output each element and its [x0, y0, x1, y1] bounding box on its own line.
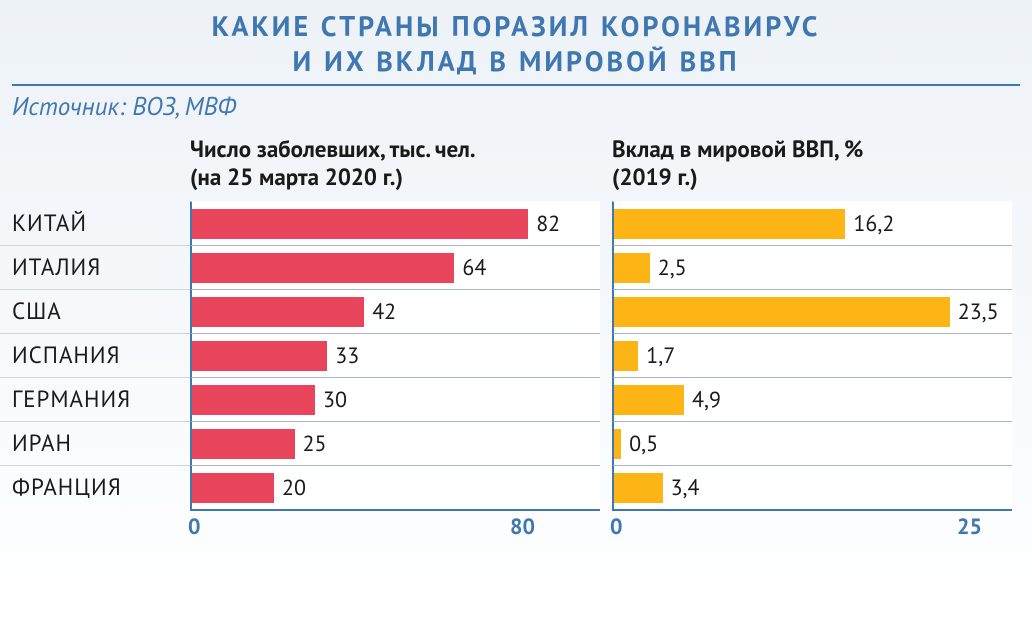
table-row: ГЕРМАНИЯ 30 4,9 [0, 377, 1032, 421]
col1-bar-cell: 20 [190, 465, 600, 509]
col1-bar-cell: 25 [190, 421, 600, 465]
gdp-bar [614, 341, 638, 371]
gdp-bar [614, 253, 650, 283]
col2-bar-cell: 16,2 [612, 201, 1012, 245]
row-spacer [600, 333, 612, 377]
cases-value: 20 [282, 474, 306, 502]
table-row: США 42 23,5 [0, 289, 1032, 333]
col2-bar-cell: 3,4 [612, 465, 1012, 509]
table-row: ИСПАНИЯ 33 1,7 [0, 333, 1032, 377]
row-spacer [600, 201, 612, 245]
header-spacer [600, 136, 612, 191]
gdp-value: 2,5 [658, 254, 687, 282]
col1-bar-cell: 82 [190, 201, 600, 245]
col2-header-line2: (2019 г.) [612, 163, 698, 192]
country-label: ГЕРМАНИЯ [0, 377, 190, 421]
col1-header-line1: Число заболевших, тыс. чел. [190, 135, 475, 164]
country-label: ИТАЛИЯ [0, 245, 190, 289]
col2-bar-cell: 1,7 [612, 333, 1012, 377]
axis-tick-label: 25 [957, 513, 982, 541]
row-spacer [600, 421, 612, 465]
col2-header: Вклад в мировой ВВП, % (2019 г.) [612, 136, 1012, 191]
cases-value: 25 [303, 430, 327, 458]
row-spacer [600, 245, 612, 289]
title-line-1: КАКИЕ СТРАНЫ ПОРАЗИЛ КОРОНАВИРУС [212, 7, 821, 44]
axis-tick-label: 0 [188, 513, 200, 541]
country-label: ИРАН [0, 421, 190, 465]
row-spacer [600, 465, 612, 509]
col1-bar-cell: 64 [190, 245, 600, 289]
col2-header-line1: Вклад в мировой ВВП, % [612, 135, 863, 164]
country-label: ИСПАНИЯ [0, 333, 190, 377]
col2-bar-cell: 2,5 [612, 245, 1012, 289]
col1-bar-cell: 42 [190, 289, 600, 333]
gdp-bar [614, 473, 663, 503]
gdp-value: 3,4 [671, 474, 700, 502]
table-row: КИТАЙ 82 16,2 [0, 201, 1032, 245]
gdp-value: 1,7 [646, 342, 675, 370]
axis-tick-label: 80 [510, 513, 535, 541]
col2-bar-cell: 4,9 [612, 377, 1012, 421]
axis-tick-label: 0 [610, 513, 622, 541]
country-label: КИТАЙ [0, 201, 190, 245]
title-line-2: И ИХ ВКЛАД В МИРОВОЙ ВВП [292, 42, 739, 79]
gdp-value: 4,9 [692, 386, 721, 414]
col1-header: Число заболевших, тыс. чел. (на 25 марта… [190, 136, 600, 191]
cases-bar [192, 209, 528, 239]
cases-bar [192, 341, 327, 371]
gdp-bar [614, 297, 950, 327]
col2-bar-cell: 23,5 [612, 289, 1012, 333]
row-spacer [600, 289, 612, 333]
cases-value: 30 [323, 386, 347, 414]
cases-bar [192, 385, 315, 415]
row-spacer [600, 377, 612, 421]
cases-value: 42 [372, 298, 396, 326]
axis-label-spacer [0, 509, 190, 539]
table-row: ИРАН 25 0,5 [0, 421, 1032, 465]
gdp-value: 23,5 [958, 298, 999, 326]
chart-rows: КИТАЙ 82 16,2 ИТАЛИЯ 64 2,5 США 42 23,5 ИСПАНИЯ 33… [0, 201, 1032, 509]
col2-axis: 0 25 [612, 509, 1012, 539]
col1-bar-cell: 33 [190, 333, 600, 377]
axis-row: 0 80 0 25 [0, 509, 1032, 539]
column-headers: Число заболевших, тыс. чел. (на 25 марта… [0, 136, 1032, 191]
source-text: Источник: ВОЗ, МВФ [12, 90, 1020, 122]
country-label: США [0, 289, 190, 333]
title-rule [12, 84, 1020, 86]
table-row: ИТАЛИЯ 64 2,5 [0, 245, 1032, 289]
gdp-value: 0,5 [629, 430, 658, 458]
cases-bar [192, 253, 454, 283]
cases-value: 33 [335, 342, 359, 370]
cases-value: 82 [536, 210, 560, 238]
country-label: ФРАНЦИЯ [0, 465, 190, 509]
cases-bar [192, 429, 295, 459]
table-row: ФРАНЦИЯ 20 3,4 [0, 465, 1032, 509]
cases-value: 64 [462, 254, 486, 282]
gdp-bar [614, 429, 621, 459]
col2-bar-cell: 0,5 [612, 421, 1012, 465]
cases-bar [192, 297, 364, 327]
col1-header-line2: (на 25 марта 2020 г.) [190, 163, 403, 192]
country-header-spacer [0, 136, 190, 191]
col1-bar-cell: 30 [190, 377, 600, 421]
gdp-value: 16,2 [853, 210, 894, 238]
gdp-bar [614, 209, 845, 239]
gdp-bar [614, 385, 684, 415]
cases-bar [192, 473, 274, 503]
chart-title: КАКИЕ СТРАНЫ ПОРАЗИЛ КОРОНАВИРУС И ИХ ВК… [0, 0, 1032, 78]
col1-axis: 0 80 [190, 509, 600, 539]
